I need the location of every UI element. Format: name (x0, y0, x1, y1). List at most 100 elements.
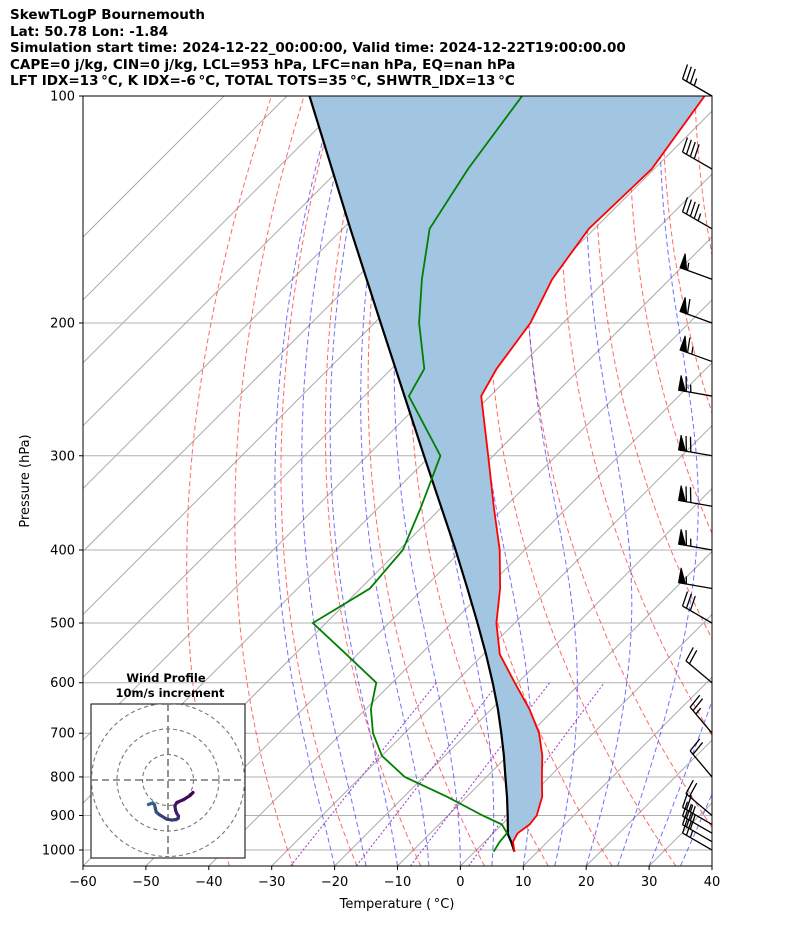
dry-adiabat (280, 96, 358, 866)
y-tick-label: 100 (50, 90, 75, 105)
wind-barb (681, 197, 713, 230)
y-tick-label: 700 (50, 727, 75, 742)
chart-title-block: SkewTLogP Bournemouth Lat: 50.78 Lon: -1… (10, 7, 626, 90)
moist-adiabat (360, 96, 430, 866)
x-tick-label: −50 (132, 875, 159, 890)
x-tick-label: −20 (321, 875, 348, 890)
chart-title: SkewTLogP Bournemouth (10, 7, 205, 23)
wind-barb (689, 694, 713, 734)
dry-adiabat (234, 96, 305, 866)
wind-barb (689, 738, 713, 778)
x-tick-label: 0 (456, 875, 464, 890)
dry-adiabat (186, 96, 272, 866)
y-axis-label: Pressure (hPa) (18, 434, 33, 527)
x-tick-label: −60 (69, 875, 96, 890)
wind-barb (679, 253, 713, 280)
cin-shaded-area (309, 96, 705, 842)
dry-adiabat (560, 96, 712, 737)
isotherm-line (83, 110, 712, 741)
wind-barb (685, 647, 713, 684)
dry-adiabat (324, 96, 422, 866)
y-tick-label: 600 (50, 676, 75, 691)
dry-adiabat (367, 96, 485, 866)
dry-adiabat (661, 96, 712, 415)
x-axis-label: Temperature ( °C) (339, 897, 455, 912)
moist-adiabat (585, 96, 633, 866)
y-tick-label: 1000 (42, 844, 75, 859)
hodograph-title: Wind Profile (126, 671, 206, 685)
isotherm-line (648, 802, 712, 866)
y-tick-label: 400 (50, 543, 75, 558)
y-tick-label: 900 (50, 809, 75, 824)
isotherm-line (460, 613, 712, 866)
isotherm-line (271, 424, 712, 866)
isotherm-line (522, 676, 712, 866)
dry-adiabat (486, 96, 677, 866)
dry-adiabat (694, 96, 712, 258)
mixing-ratio-lines (290, 682, 605, 866)
wind-barb (677, 529, 713, 551)
isotherm-line (83, 96, 288, 301)
wind-barb (681, 591, 713, 624)
wind-barb (677, 375, 713, 397)
isotherm-line (83, 96, 225, 238)
wind-barb (677, 485, 713, 507)
wind-barb (681, 810, 713, 843)
wind-barb (677, 567, 713, 590)
x-axis-ticks: −60 −50 −40 −30 −20 −10 0 10 20 30 40 (69, 866, 720, 890)
moist-adiabat (648, 699, 712, 866)
isotherm-line (145, 299, 712, 866)
y-tick-label: 200 (50, 316, 75, 331)
dry-adiabat (728, 96, 794, 866)
time-line: Simulation start time: 2024-12-22_00:00:… (10, 40, 626, 56)
dewpoint-line (311, 96, 523, 853)
temperature-line (480, 96, 706, 852)
dry-adiabat (594, 96, 712, 640)
y-tick-label: 500 (50, 617, 75, 632)
wind-barb (681, 818, 713, 851)
y-tick-label: 800 (50, 770, 75, 785)
wind-barbs (677, 64, 713, 851)
wind-barb (681, 64, 713, 97)
hodograph-subtitle: 10m/s increment (116, 686, 225, 700)
isotherm-line (83, 96, 414, 427)
isotherm-line (711, 865, 712, 866)
isotherm-line (208, 362, 712, 866)
mixing-ratio-line (290, 682, 437, 866)
isotherm-line (83, 96, 476, 490)
moist-adiabat (617, 96, 699, 866)
y-tick-label: 300 (50, 449, 75, 464)
x-tick-label: 10 (515, 875, 532, 890)
wind-barb (679, 297, 713, 324)
x-tick-label: 30 (641, 875, 658, 890)
dry-adiabat (524, 96, 712, 829)
indices-line: CAPE=0 j/kg, CIN=0 j/kg, LCL=953 hPa, LF… (10, 56, 516, 73)
moist-adiabat (274, 96, 336, 866)
isotherm-line (334, 487, 712, 866)
x-tick-label: −40 (195, 875, 222, 890)
x-tick-label: −10 (384, 875, 411, 890)
moist-adiabat (393, 96, 461, 866)
hodograph-trace-segment (146, 801, 155, 807)
moist-adiabat (329, 96, 398, 866)
wind-barb (681, 137, 713, 170)
moist-adiabat (711, 864, 712, 866)
isotherm-line (775, 96, 794, 866)
wind-barb (679, 335, 713, 363)
wind-barb (677, 434, 713, 457)
sounding-profiles (308, 96, 706, 853)
cin-fill (309, 96, 705, 842)
location-line: Lat: 50.78 Lon: -1.84 (10, 23, 169, 40)
x-tick-label: −30 (258, 875, 285, 890)
x-tick-label: 20 (578, 875, 595, 890)
moist-adiabat (680, 792, 712, 866)
isotherm-line (83, 96, 351, 364)
stability-line: LFT IDX=13 °C, K IDX=-6 °C, TOTAL TOTS=3… (10, 73, 515, 89)
parcel-path-line (308, 96, 516, 853)
moist-adiabat (525, 96, 578, 866)
y-axis-ticks: 100 200 300 400 500 600 700 800 900 1000 (42, 90, 83, 859)
hodograph-inset: Wind Profile 10m/s increment (90, 671, 246, 859)
moist-adiabat (301, 96, 367, 866)
x-tick-label: 40 (704, 875, 721, 890)
